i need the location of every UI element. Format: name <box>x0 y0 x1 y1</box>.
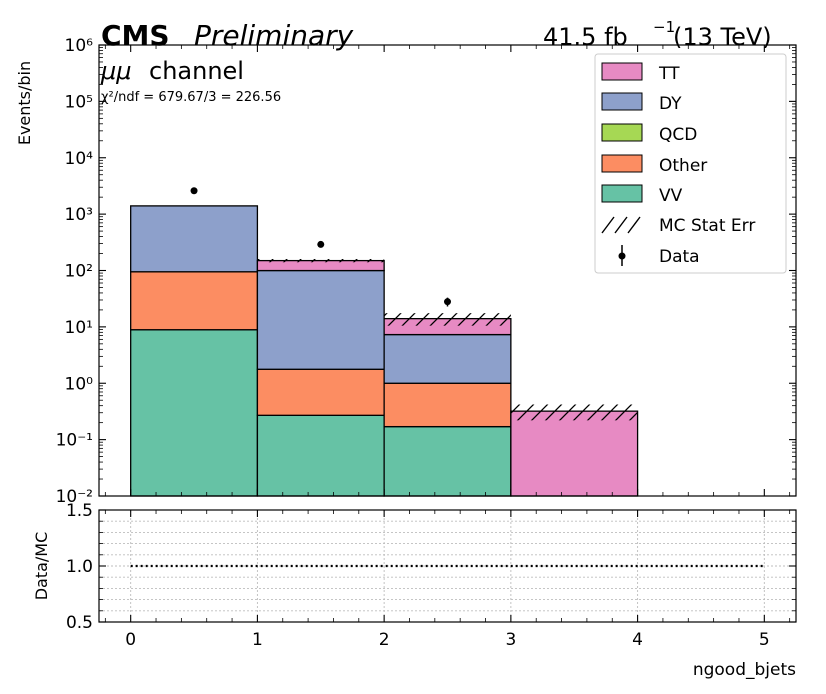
ratio-axis-ticks: 0.5 1.0 1.5 0 1 2 3 4 5 <box>66 501 796 650</box>
chi2-text: χ²/ndf = 679.67/3 = 226.56 <box>101 90 281 105</box>
y-tick-label: 10⁵ <box>65 92 93 112</box>
legend-swatch-dy <box>601 92 643 111</box>
data-points <box>190 187 451 307</box>
mc-stat-error-band <box>130 205 638 421</box>
legend-label-other: Other <box>659 156 707 176</box>
lumi-exponent: −1 <box>653 18 675 36</box>
y-tick-label: 10⁶ <box>65 36 94 56</box>
data-point-0 <box>190 187 198 195</box>
y-tick-label: 10⁻¹ <box>56 431 93 451</box>
x-tick-label: 3 <box>505 630 516 650</box>
mc-stat-err-bin-2 <box>384 313 511 326</box>
legend-label-vv: VV <box>659 186 683 206</box>
channel-mu-text: μμ <box>100 57 132 85</box>
x-tick-label: 0 <box>125 630 136 650</box>
legend: TT DY QCD Other VV <box>594 53 787 274</box>
y-tick-label: 10⁰ <box>65 374 94 394</box>
cms-status-text: Preliminary <box>194 19 354 52</box>
bar-tt-bin-3 <box>510 410 639 497</box>
cms-experiment-text: CMS <box>101 19 170 52</box>
ratio-plot-panel: 0.5 1.0 1.5 0 1 2 3 4 5 Data/MC ngood_bjets <box>32 501 797 680</box>
ratio-y-tick-label: 1.5 <box>66 501 93 521</box>
x-tick-label: 2 <box>379 630 390 650</box>
main-plot-panel: 10⁻² 10⁻¹ 10⁰ 10¹ 10² 10³ 10⁴ 10⁵ 10⁶ Events/bin… <box>15 36 797 507</box>
y-tick-label: 10³ <box>65 205 93 225</box>
legend-entry-vv: VV <box>601 184 683 206</box>
data-point-2 <box>444 298 451 306</box>
legend-swatch-qcd <box>601 123 643 142</box>
legend-label-dy: DY <box>659 94 682 114</box>
bar-other-bin-2 <box>383 382 512 428</box>
ratio-y-tick-label: 0.5 <box>66 613 93 633</box>
ratio-y-axis-label: Data/MC <box>32 532 51 601</box>
y-tick-label: 10² <box>65 262 93 282</box>
legend-entry-data: Data <box>618 245 700 267</box>
x-axis-label: ngood_bjets <box>693 660 796 680</box>
bar-vv-bin-2 <box>383 425 512 497</box>
legend-label-qcd: QCD <box>659 125 697 145</box>
legend-swatch-hatch <box>601 216 641 234</box>
x-tick-label: 1 <box>252 630 263 650</box>
legend-swatch-vv <box>601 184 643 203</box>
y-axis-label: Events/bin <box>15 61 34 145</box>
y-tick-label: 10¹ <box>65 318 93 338</box>
legend-label-mc-stat-err: MC Stat Err <box>659 216 755 236</box>
cms-label: CMS Preliminary <box>101 19 354 52</box>
legend-data-marker <box>618 252 626 260</box>
channel-word-text: channel <box>149 57 244 85</box>
energy-text: (13 TeV) <box>673 23 772 51</box>
lumi-label: 41.5 fb −1 (13 TeV) <box>543 18 772 51</box>
legend-label-tt: TT <box>658 64 680 84</box>
legend-entry-tt: TT <box>601 62 680 84</box>
bar-dy-bin-0 <box>130 205 259 273</box>
legend-entry-dy: DY <box>601 92 682 114</box>
legend-entry-qcd: QCD <box>601 123 697 145</box>
x-tick-label: 4 <box>632 630 643 650</box>
bar-vv-bin-1 <box>256 414 385 497</box>
bar-dy-bin-1 <box>256 269 385 370</box>
mc-stat-err-bin-1 <box>257 258 385 263</box>
ratio-y-tick-label: 1.0 <box>66 557 93 577</box>
main-axis-ticks: 10⁻² 10⁻¹ 10⁰ 10¹ 10² 10³ 10⁴ 10⁵ 10⁶ <box>56 36 796 507</box>
legend-box <box>594 53 787 274</box>
bar-other-bin-1 <box>256 368 385 416</box>
mc-stat-err-bin-3 <box>510 404 638 421</box>
data-point-1 <box>317 240 325 248</box>
legend-entry-mc-stat-err: MC Stat Err <box>601 216 755 236</box>
legend-label-data: Data <box>659 247 700 267</box>
legend-swatch-other <box>601 154 643 173</box>
y-tick-label: 10⁻² <box>56 487 93 507</box>
bar-other-bin-0 <box>130 271 259 331</box>
x-tick-label: 5 <box>759 630 770 650</box>
legend-entry-other: Other <box>601 154 707 176</box>
bar-vv-bin-0 <box>130 329 259 497</box>
legend-swatch-tt <box>601 62 643 81</box>
lumi-text: 41.5 fb <box>543 23 628 51</box>
bar-dy-bin-2 <box>383 333 512 384</box>
stacked-histogram <box>130 205 639 497</box>
y-tick-label: 10⁴ <box>65 149 94 169</box>
